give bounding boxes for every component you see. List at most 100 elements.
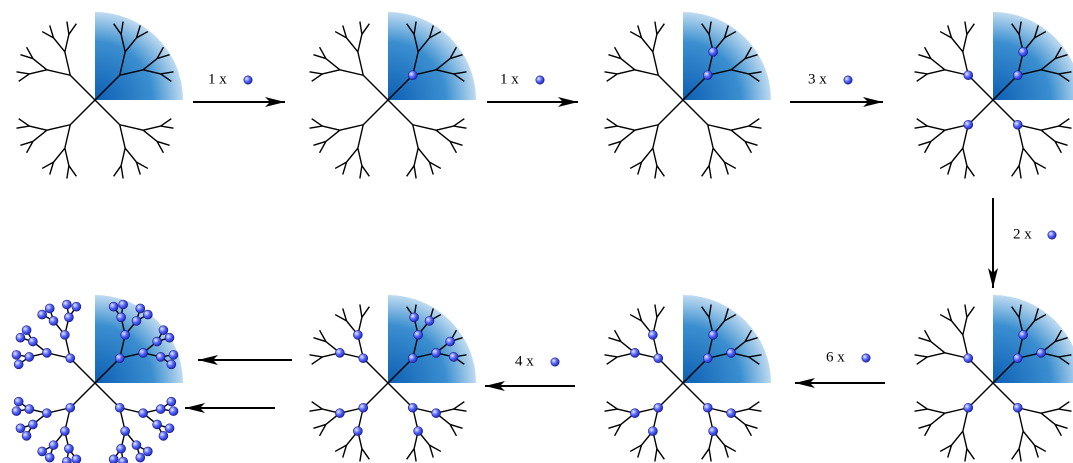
branch [963, 34, 967, 52]
branch [340, 70, 363, 75]
step-label: 4 x [515, 353, 534, 369]
branch [952, 148, 963, 162]
branch [607, 74, 618, 81]
branch [454, 409, 467, 411]
branch [617, 70, 635, 74]
bead [1013, 354, 1022, 363]
branch [1012, 166, 1019, 177]
bead [143, 310, 152, 319]
branch [657, 166, 664, 177]
bead [1048, 231, 1056, 239]
branch [121, 166, 123, 179]
branch [70, 383, 95, 408]
branch [121, 148, 125, 166]
branch [436, 126, 454, 130]
branch [69, 166, 76, 177]
branch [963, 148, 967, 166]
bead [12, 407, 21, 416]
branch [70, 75, 95, 100]
branch [67, 166, 69, 179]
branch [931, 413, 945, 424]
branch [993, 383, 1018, 408]
branch [1019, 148, 1023, 166]
bead [109, 455, 118, 463]
branch [914, 355, 927, 357]
branch [312, 74, 323, 81]
bead [727, 348, 736, 357]
branch [967, 166, 974, 177]
branch [312, 357, 323, 364]
branch [642, 148, 653, 162]
bead [165, 333, 174, 342]
branch [708, 125, 713, 148]
branch [65, 34, 69, 52]
bead [654, 354, 663, 363]
branch [917, 74, 928, 81]
bead [153, 337, 162, 346]
bead [167, 360, 176, 369]
branch [993, 100, 1018, 125]
bead [709, 427, 718, 436]
bead [1013, 403, 1022, 412]
branch [360, 166, 362, 179]
branch [965, 449, 967, 462]
branch [655, 304, 657, 317]
bead [167, 397, 176, 406]
branch [436, 130, 450, 141]
bead [136, 453, 145, 462]
branch [709, 449, 711, 462]
branch [967, 24, 974, 35]
branch [683, 100, 708, 125]
branch [653, 34, 657, 52]
bead [335, 348, 344, 357]
branch [65, 125, 70, 148]
branch [114, 166, 121, 177]
dendrimer [16, 12, 183, 179]
branch [414, 166, 416, 179]
branch [161, 119, 172, 126]
branch [326, 59, 340, 70]
bead [49, 441, 58, 450]
bead [28, 337, 37, 346]
branch [965, 21, 967, 34]
branch [968, 358, 993, 383]
branch [309, 126, 322, 128]
branch [653, 52, 658, 75]
bead [121, 330, 130, 339]
branch [927, 126, 945, 130]
branch [604, 355, 617, 357]
branch [731, 126, 749, 130]
branch [1041, 126, 1059, 130]
bead [72, 302, 81, 311]
step-label: 1 x [208, 71, 227, 87]
branch [125, 148, 136, 162]
branch [749, 402, 760, 409]
branch [635, 70, 658, 75]
branch [655, 166, 657, 179]
branch [931, 342, 945, 353]
bead [25, 405, 34, 414]
branch [607, 357, 618, 364]
branch [965, 304, 967, 317]
branch [1019, 449, 1021, 462]
branch [67, 21, 69, 34]
bead [156, 405, 165, 414]
branch [47, 70, 70, 75]
branch [709, 166, 711, 179]
branch [621, 130, 635, 141]
dendrimer [914, 295, 1073, 462]
bead [169, 407, 178, 416]
branch [931, 59, 945, 70]
branch [604, 72, 617, 74]
dendrimer [309, 12, 476, 179]
branch [120, 125, 143, 130]
branch [362, 166, 369, 177]
branch [1023, 431, 1034, 445]
branch [702, 449, 709, 460]
branch [635, 125, 658, 130]
bead [654, 403, 663, 412]
branch [914, 126, 927, 128]
branch [360, 304, 362, 317]
bead [121, 427, 130, 436]
bead [38, 447, 47, 456]
